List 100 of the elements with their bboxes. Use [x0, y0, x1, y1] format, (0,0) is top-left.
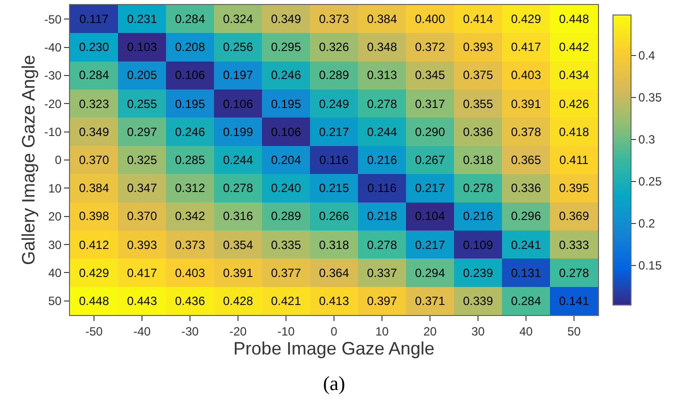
data-label: 0.278: [366, 97, 398, 112]
data-label: 0.215: [318, 181, 350, 196]
color-bar-label: 0.4: [638, 48, 656, 63]
data-label: 0.369: [558, 209, 590, 224]
data-label: 0.417: [510, 40, 542, 54]
data-label: 0.355: [462, 97, 494, 112]
data-label: 0.103: [126, 40, 158, 54]
data-label: 0.197: [222, 68, 254, 82]
data-label: 0.335: [270, 238, 302, 252]
data-label: 0.267: [414, 153, 446, 168]
data-label: 0.373: [318, 12, 350, 26]
data-label: 0.297: [126, 125, 158, 140]
data-label: 0.239: [462, 266, 494, 280]
data-label: 0.216: [366, 153, 398, 168]
data-label: 0.246: [174, 125, 206, 140]
data-label: 0.278: [558, 266, 590, 280]
data-label: 0.278: [366, 238, 398, 252]
data-label: 0.117: [79, 12, 109, 26]
x-tick-label: 20: [423, 324, 437, 338]
data-label: 0.195: [270, 97, 302, 112]
data-label: 0.371: [414, 294, 446, 308]
data-label: 0.336: [510, 181, 542, 196]
y-tick-label: -40: [44, 40, 62, 54]
data-label: 0.342: [174, 209, 206, 224]
data-label: 0.428: [222, 294, 254, 308]
data-label: 0.208: [174, 40, 206, 54]
data-label: 0.116: [367, 181, 397, 196]
data-label: 0.312: [174, 181, 206, 196]
color-bar-label: 0.3: [638, 132, 656, 147]
data-label: 0.349: [270, 12, 302, 26]
data-label: 0.429: [510, 12, 542, 26]
data-label: 0.217: [318, 125, 350, 140]
data-label: 0.318: [318, 238, 350, 252]
data-label: 0.393: [462, 40, 494, 54]
data-label: 0.109: [462, 238, 494, 252]
data-label: 0.448: [78, 294, 110, 308]
data-label: 0.131: [510, 266, 542, 280]
color-bar-label: 0.25: [638, 174, 662, 189]
data-label: 0.106: [174, 68, 206, 82]
data-label: 0.345: [414, 68, 446, 82]
data-label: 0.403: [510, 68, 542, 82]
data-label: 0.218: [366, 209, 398, 224]
data-label: 0.106: [270, 125, 302, 140]
data-label: 0.204: [270, 153, 302, 168]
data-label: 0.106: [222, 97, 254, 112]
data-label: 0.326: [318, 40, 350, 54]
x-tick-label: 50: [567, 324, 581, 338]
data-label: 0.336: [462, 125, 494, 140]
data-label: 0.116: [319, 153, 349, 168]
data-label: 0.434: [558, 68, 590, 82]
color-bar-label: 0.2: [638, 216, 656, 231]
x-tick-label: -30: [181, 324, 199, 338]
data-label: 0.417: [126, 266, 158, 280]
data-label: 0.347: [126, 181, 158, 196]
x-tick-label: 30: [471, 324, 485, 338]
data-label: 0.195: [174, 97, 206, 112]
x-axis-title: Probe Image Gaze Angle: [233, 338, 435, 358]
y-tick-label: -10: [44, 125, 62, 140]
data-label: 0.318: [462, 153, 494, 168]
data-label: 0.217: [414, 238, 446, 252]
data-label: 0.421: [270, 294, 302, 308]
x-tick-label: 10: [375, 324, 389, 338]
data-label: 0.205: [126, 68, 158, 82]
data-label: 0.217: [414, 181, 446, 196]
text: (a): [323, 373, 346, 395]
data-label: 0.296: [510, 209, 542, 224]
data-label: 0.370: [78, 153, 110, 168]
data-label: 0.249: [318, 97, 350, 112]
data-label: 0.294: [414, 266, 446, 280]
data-label: 0.324: [222, 12, 254, 26]
data-label: 0.411: [559, 153, 589, 168]
data-label: 0.412: [78, 238, 110, 252]
y-tick-label: 10: [48, 181, 62, 196]
data-label: 0.400: [414, 12, 446, 26]
data-label: 0.255: [126, 97, 158, 112]
data-label: 0.384: [78, 181, 110, 196]
data-label: 0.398: [78, 209, 110, 224]
data-label: 0.426: [558, 97, 590, 112]
y-tick-label: 0: [54, 153, 62, 168]
y-tick-label: 30: [48, 238, 62, 252]
data-label: 0.244: [222, 153, 254, 168]
data-label: 0.429: [78, 266, 110, 280]
data-label: 0.313: [366, 68, 398, 82]
data-label: 0.403: [174, 266, 206, 280]
data-label: 0.378: [510, 125, 542, 140]
data-label: 0.393: [126, 238, 158, 252]
y-tick-label: -20: [44, 96, 62, 111]
data-label: 0.316: [222, 209, 254, 224]
data-label: 0.244: [366, 125, 398, 140]
data-label: 0.372: [414, 40, 446, 54]
data-label: 0.442: [558, 40, 590, 54]
data-label: 0.395: [558, 181, 590, 196]
data-label: 0.317: [414, 97, 446, 112]
data-label: 0.284: [510, 294, 542, 308]
data-label: 0.104: [414, 209, 446, 224]
data-label: 0.295: [270, 40, 302, 54]
data-label: 0.290: [414, 125, 446, 140]
x-tick-label: -20: [229, 324, 247, 338]
data-label: 0.413: [318, 294, 350, 308]
data-label: 0.216: [462, 209, 494, 224]
